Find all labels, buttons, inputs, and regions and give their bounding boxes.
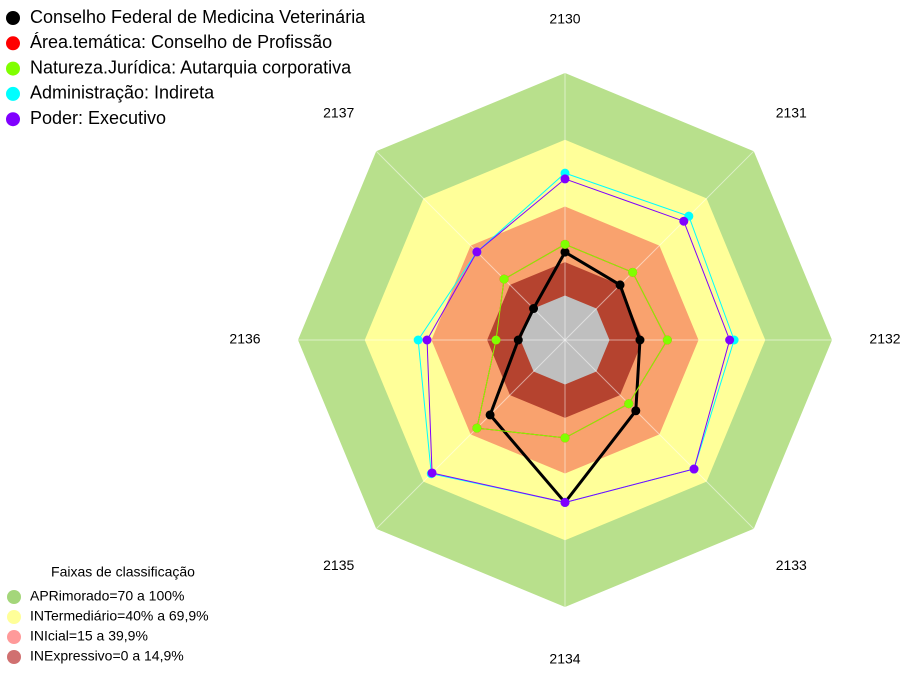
legend-marker [6,36,20,51]
series-point [560,174,570,184]
axis-label: 2133 [776,557,807,573]
series-point [491,335,501,345]
band-legend-label: INExpressivo=0 a 14,9% [30,648,184,664]
series-point [662,335,672,345]
series-point [679,216,689,226]
axis-label: 2135 [323,557,354,573]
series-point [472,247,482,257]
series-point [689,464,699,474]
legend-marker [6,86,20,101]
band-legend-label: INIcial=15 a 39,9% [30,628,148,644]
axis-label: 2134 [549,651,580,667]
bands-legend-title: Faixas de classificação [51,564,195,580]
series-point [725,335,735,345]
axis-label: 2130 [549,11,580,27]
axis-line [375,339,566,530]
series-point [560,247,570,257]
series-point [560,433,570,443]
band-legend-label: APRimorado=70 a 100% [30,588,185,604]
band-legend-label: INTermediário=40% a 69,9% [30,608,209,624]
series-point [472,423,482,433]
legend-marker [6,11,20,25]
series-point [413,335,423,345]
series-point [499,274,509,284]
band-legend-marker [7,650,21,664]
series-point [560,497,570,507]
axis-label: 2137 [323,104,354,120]
axis-label: 2132 [869,331,900,347]
legend-label: Poder: Executivo [30,108,166,128]
series-point [422,335,432,345]
series-point [427,468,437,478]
series-point [631,406,641,416]
band-legend-marker [7,630,21,644]
legend-label: Administração: Indireta [30,83,215,103]
series-point [624,399,634,409]
legend-marker [6,112,20,127]
legend-marker [6,61,20,76]
band-legend-marker [7,590,21,604]
series-point [513,335,523,345]
axis-line [564,339,755,530]
series-point [485,410,495,420]
series-point [560,239,570,249]
series-point [615,280,625,290]
series-point [628,267,638,277]
band-legend-marker [7,610,21,624]
axis-line [564,150,755,341]
legend-label: Natureza.Jurídica: Autarquia corporativa [30,57,352,77]
legend-label: Área.temática: Conselho de Profissão [30,32,332,52]
axis-label: 2131 [776,104,807,120]
series-point [635,335,645,345]
legend-label: Conselho Federal de Medicina Veterinária [30,7,366,27]
axis-label: 2136 [229,331,260,347]
series-point [529,304,539,314]
